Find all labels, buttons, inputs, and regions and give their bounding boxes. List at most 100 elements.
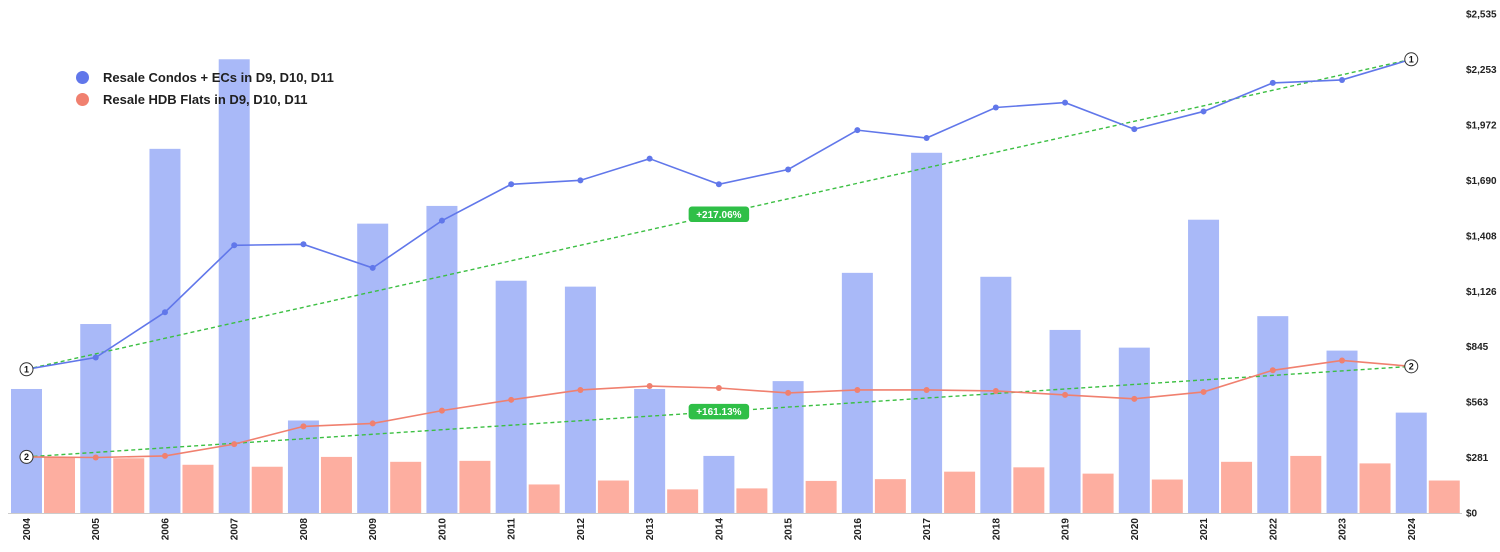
bar-condo-2020 [1118, 347, 1150, 513]
x-tick-label-2015: 2015 [784, 518, 795, 541]
bar-hdb-2012 [597, 480, 629, 513]
bar-condo-2023 [1326, 350, 1358, 513]
legend-item-condos[interactable]: Resale Condos + ECs in D9, D10, D11 [76, 66, 334, 88]
bar-condo-2005 [80, 324, 112, 513]
bar-condo-2021 [1188, 219, 1220, 514]
x-tick-label-2016: 2016 [853, 518, 864, 541]
legend-label-hdb: Resale HDB Flats in D9, D10, D11 [103, 91, 308, 107]
x-tick-label-2012: 2012 [576, 518, 587, 541]
point-hdb-2023 [1339, 357, 1346, 364]
x-tick-label-2006: 2006 [160, 518, 171, 541]
legend: Resale Condos + ECs in D9, D10, D11 Resa… [76, 66, 334, 110]
bar-condo-2024 [1395, 412, 1427, 513]
x-tick-label-2007: 2007 [230, 518, 241, 541]
bar-hdb-2021 [1221, 461, 1253, 513]
bars-layer [11, 59, 1460, 514]
bar-hdb-2014 [736, 488, 768, 513]
point-hdb-2011 [508, 396, 515, 403]
trend-marker-label-2-start: 2 [24, 452, 29, 462]
bar-hdb-2007 [251, 466, 283, 513]
bar-hdb-2005 [113, 458, 145, 513]
point-condos-2021 [1200, 108, 1207, 115]
legend-item-hdb[interactable]: Resale HDB Flats in D9, D10, D11 [76, 88, 334, 110]
point-hdb-2009 [369, 420, 376, 427]
trend-badge-2 [687, 402, 751, 421]
point-condos-2019 [1062, 99, 1069, 106]
point-condos-2013 [646, 155, 653, 162]
point-hdb-2021 [1200, 388, 1207, 395]
trend-badge-1 [687, 205, 751, 224]
point-condos-2014 [715, 181, 722, 188]
y-tick-label: $845 [1466, 342, 1489, 353]
axes-layer: $0 $281 $563 $845 $1,126 $1,408 $1,690 $1,972 $2… [8, 10, 1497, 541]
bar-condo-2006 [149, 148, 181, 513]
x-tick-label-2011: 2011 [507, 518, 518, 540]
bar-hdb-2018 [1013, 467, 1045, 513]
y-tick-label: $1,126 [1466, 287, 1497, 298]
point-condos-2010 [438, 217, 445, 224]
x-tick-label-2008: 2008 [299, 518, 310, 541]
bar-hdb-2011 [528, 484, 560, 513]
trend-marker-1-start [19, 362, 34, 377]
x-tick-label-2023: 2023 [1338, 518, 1349, 541]
bar-hdb-2008 [320, 456, 352, 513]
point-hdb-2013 [646, 383, 653, 390]
bar-hdb-2004 [44, 456, 75, 513]
y-tick-label: $2,535 [1466, 10, 1497, 21]
bar-condo-2007 [218, 59, 250, 513]
y-tick-label: $1,690 [1466, 176, 1497, 187]
bar-condo-2017 [911, 152, 943, 513]
trend-badge-label-2: +161.13% [696, 407, 741, 418]
x-tick-label-2020: 2020 [1130, 518, 1141, 541]
x-tick-label-2009: 2009 [368, 518, 379, 541]
bar-hdb-2009 [390, 461, 422, 513]
bar-hdb-2019 [1082, 473, 1114, 513]
point-hdb-2008 [300, 423, 307, 430]
point-condos-2023 [1339, 76, 1346, 83]
bar-hdb-2015 [805, 480, 837, 513]
trend-marker-2-end [1404, 359, 1419, 374]
point-hdb-2015 [785, 389, 792, 396]
trend-marker-1-end [1404, 52, 1419, 67]
point-condos-2016 [854, 127, 861, 134]
y-tick-label: $1,972 [1466, 120, 1497, 131]
bar-condo-2014 [703, 455, 735, 513]
bar-hdb-2017 [944, 471, 976, 513]
bar-condo-2013 [634, 388, 666, 513]
point-hdb-2012 [577, 386, 584, 393]
point-condos-2007 [231, 242, 238, 249]
bar-condo-2008 [287, 420, 319, 513]
point-hdb-2022 [1269, 367, 1276, 374]
x-tick-label-2005: 2005 [91, 518, 102, 541]
point-condos-2020 [1131, 126, 1138, 133]
y-tick-label: $0 [1466, 509, 1478, 520]
point-condos-2022 [1269, 79, 1276, 86]
point-condos-2012 [577, 177, 584, 184]
trend-marker-2-start [19, 449, 34, 464]
point-hdb-2017 [923, 386, 930, 393]
bar-hdb-2006 [182, 464, 214, 513]
bar-hdb-2024 [1428, 480, 1460, 513]
point-hdb-2016 [854, 386, 861, 393]
point-hdb-2019 [1062, 391, 1069, 398]
point-condos-2009 [369, 264, 376, 271]
point-condos-2011 [508, 181, 515, 188]
point-condos-2015 [785, 166, 792, 173]
point-condos-2018 [992, 104, 999, 111]
y-tick-label: $281 [1466, 453, 1489, 464]
x-tick-label-2004: 2004 [22, 518, 33, 541]
y-tick-label: $2,253 [1466, 65, 1497, 76]
point-condos-2006 [161, 309, 168, 316]
bar-condo-2022 [1257, 316, 1289, 513]
bar-condo-2012 [564, 286, 596, 513]
legend-label-condos: Resale Condos + ECs in D9, D10, D11 [103, 69, 334, 85]
point-hdb-2006 [161, 452, 168, 459]
bar-hdb-2020 [1151, 479, 1183, 513]
y-tick-label: $1,408 [1466, 231, 1497, 242]
point-condos-2017 [923, 135, 930, 142]
bar-hdb-2013 [667, 489, 699, 513]
x-tick-label-2017: 2017 [922, 518, 933, 541]
trend-marker-label-1-end: 1 [1409, 54, 1414, 64]
bar-hdb-2022 [1290, 455, 1322, 513]
